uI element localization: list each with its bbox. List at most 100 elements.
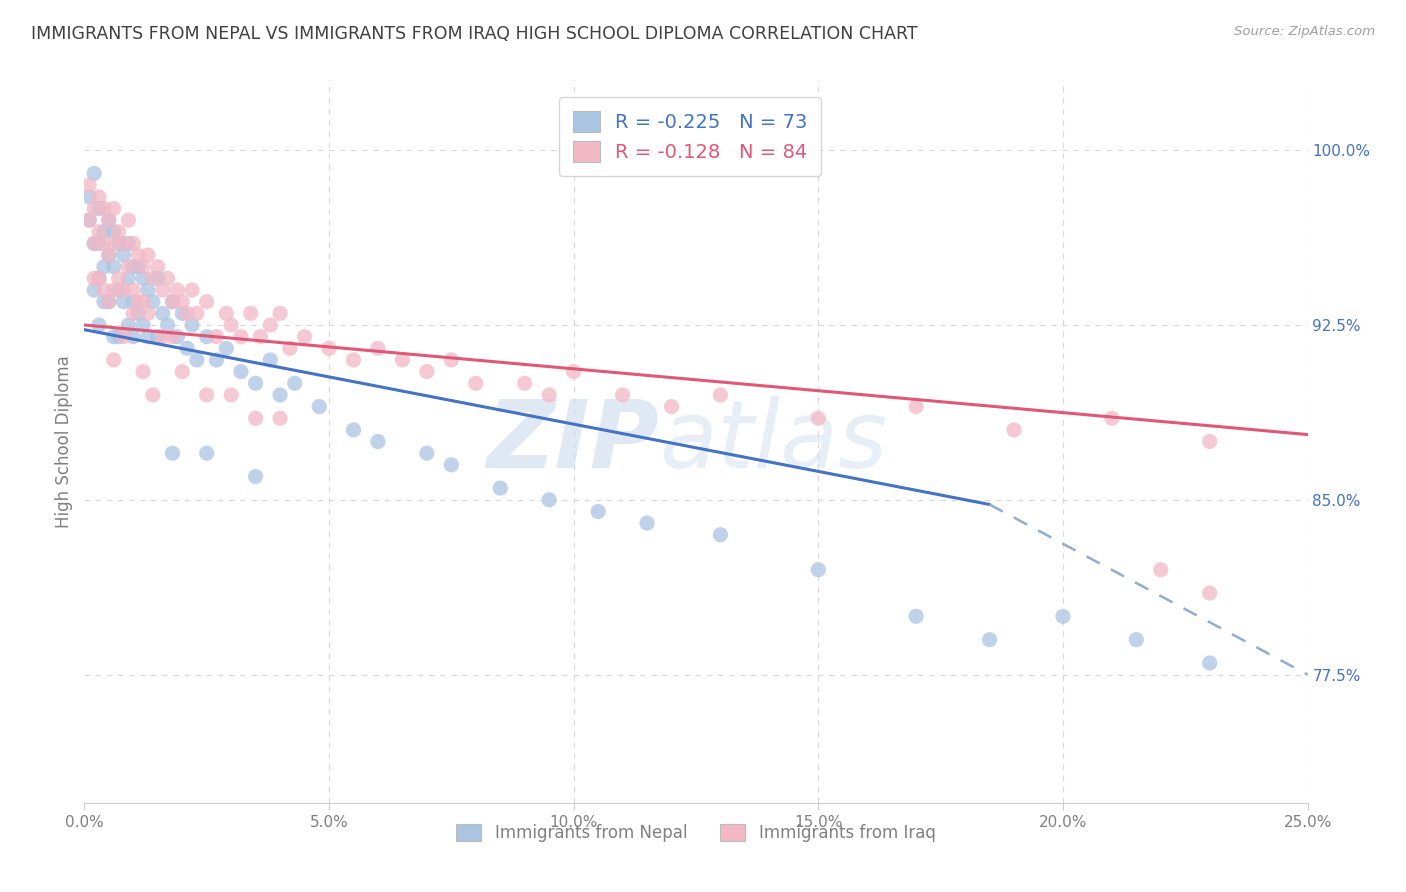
- Point: [122, 329, 145, 343]
- Point: [586, 504, 609, 518]
- Point: [122, 260, 145, 274]
- Point: [107, 271, 129, 285]
- Point: [709, 528, 731, 542]
- Point: [367, 434, 389, 449]
- Point: [416, 365, 439, 379]
- Point: [489, 481, 512, 495]
- Point: [195, 329, 218, 343]
- Point: [132, 365, 155, 379]
- Point: [132, 318, 155, 332]
- Point: [83, 271, 105, 285]
- Point: [117, 271, 139, 285]
- Point: [103, 260, 125, 274]
- Point: [219, 318, 242, 332]
- Point: [1101, 411, 1123, 425]
- Point: [107, 283, 129, 297]
- Point: [195, 388, 218, 402]
- Point: [146, 329, 169, 343]
- Point: [166, 329, 188, 343]
- Point: [440, 458, 463, 472]
- Point: [195, 294, 218, 309]
- Point: [146, 271, 169, 285]
- Text: ZIP: ZIP: [486, 395, 659, 488]
- Point: [93, 294, 115, 309]
- Point: [342, 353, 364, 368]
- Y-axis label: High School Diploma: High School Diploma: [55, 355, 73, 528]
- Point: [1198, 434, 1220, 449]
- Point: [93, 260, 115, 274]
- Text: atlas: atlas: [659, 396, 887, 487]
- Point: [83, 236, 105, 251]
- Point: [186, 306, 208, 320]
- Point: [245, 376, 267, 391]
- Point: [172, 294, 194, 309]
- Point: [245, 411, 267, 425]
- Point: [562, 365, 585, 379]
- Point: [215, 341, 238, 355]
- Point: [103, 353, 125, 368]
- Point: [132, 271, 155, 285]
- Point: [97, 294, 120, 309]
- Point: [905, 609, 928, 624]
- Point: [1125, 632, 1147, 647]
- Point: [136, 329, 159, 343]
- Point: [205, 329, 228, 343]
- Point: [538, 492, 561, 507]
- Point: [87, 318, 110, 332]
- Point: [186, 353, 208, 368]
- Point: [162, 446, 184, 460]
- Point: [122, 294, 145, 309]
- Point: [112, 294, 135, 309]
- Point: [122, 283, 145, 297]
- Point: [318, 341, 340, 355]
- Text: Source: ZipAtlas.com: Source: ZipAtlas.com: [1234, 25, 1375, 38]
- Point: [162, 294, 184, 309]
- Point: [342, 423, 364, 437]
- Point: [215, 306, 238, 320]
- Point: [269, 388, 291, 402]
- Point: [132, 260, 155, 274]
- Point: [107, 329, 129, 343]
- Point: [195, 446, 218, 460]
- Point: [136, 248, 159, 262]
- Point: [229, 329, 252, 343]
- Point: [152, 306, 174, 320]
- Point: [367, 341, 389, 355]
- Point: [259, 318, 281, 332]
- Text: IMMIGRANTS FROM NEPAL VS IMMIGRANTS FROM IRAQ HIGH SCHOOL DIPLOMA CORRELATION CH: IMMIGRANTS FROM NEPAL VS IMMIGRANTS FROM…: [31, 25, 918, 43]
- Point: [807, 411, 830, 425]
- Point: [136, 283, 159, 297]
- Point: [93, 225, 115, 239]
- Point: [103, 283, 125, 297]
- Point: [77, 213, 100, 227]
- Point: [97, 213, 120, 227]
- Point: [87, 202, 110, 216]
- Point: [612, 388, 634, 402]
- Point: [219, 388, 242, 402]
- Point: [1198, 656, 1220, 670]
- Point: [103, 329, 125, 343]
- Point: [259, 353, 281, 368]
- Point: [979, 632, 1001, 647]
- Point: [269, 306, 291, 320]
- Point: [97, 294, 120, 309]
- Point: [112, 283, 135, 297]
- Point: [176, 306, 198, 320]
- Point: [709, 388, 731, 402]
- Point: [127, 248, 149, 262]
- Point: [249, 329, 271, 343]
- Point: [391, 353, 413, 368]
- Point: [93, 236, 115, 251]
- Point: [112, 236, 135, 251]
- Point: [152, 283, 174, 297]
- Point: [1198, 586, 1220, 600]
- Point: [294, 329, 316, 343]
- Point: [93, 283, 115, 297]
- Point: [87, 225, 110, 239]
- Point: [229, 365, 252, 379]
- Point: [308, 400, 330, 414]
- Point: [807, 563, 830, 577]
- Point: [83, 202, 105, 216]
- Point: [142, 388, 165, 402]
- Point: [97, 248, 120, 262]
